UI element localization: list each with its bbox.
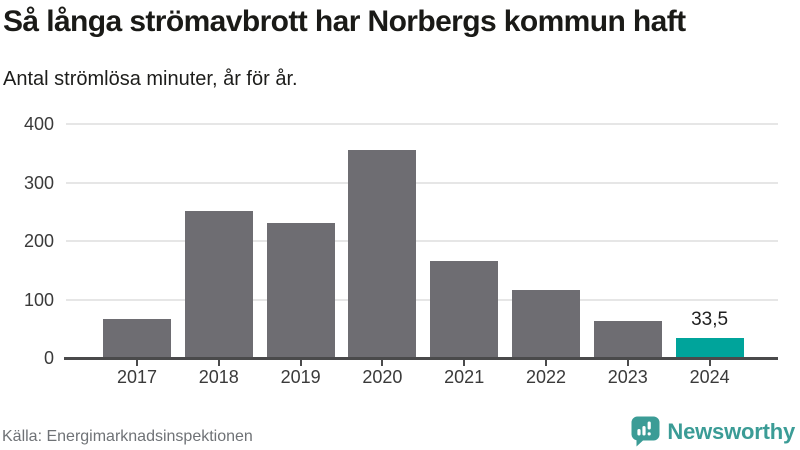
source-note: Källa: Energimarknadsinspektionen: [2, 428, 253, 445]
x-tick-label-2017: 2017: [116, 367, 158, 387]
newsworthy-logo: Newsworthy: [631, 416, 795, 447]
x-tick-label-2019: 2019: [280, 367, 321, 387]
bar-2023: [593, 321, 662, 358]
y-tick-label-0: 0: [43, 348, 54, 368]
x-tick-2021: [463, 360, 466, 366]
x-tick-2019: [299, 360, 302, 366]
gridline-200: [66, 240, 778, 242]
x-tick-2022: [545, 360, 547, 366]
bar-2018: [184, 211, 253, 358]
y-tick-label-400: 400: [23, 114, 54, 134]
x-tick-2023: [626, 360, 629, 366]
value-label-2024: 33,5: [691, 309, 729, 331]
y-tick-label-200: 200: [23, 231, 54, 251]
bar-2017: [103, 319, 171, 358]
chart-subtitle: Antal strömlösa minuter, år för år.: [3, 68, 298, 90]
x-tick-2017: [136, 360, 138, 366]
newsworthy-wordmark: Newsworthy: [667, 418, 795, 444]
gridline-100: [66, 298, 778, 301]
x-tick-label-2021: 2021: [444, 367, 485, 387]
plot-area: 33,5: [66, 123, 778, 358]
y-tick-label-300: 300: [23, 172, 54, 193]
y-tick-label-100: 100: [23, 289, 54, 310]
x-tick-label-2018: 2018: [198, 367, 239, 387]
x-tick-label-2022: 2022: [525, 367, 567, 387]
gridline-300: [66, 181, 778, 184]
x-tick-label-2024: 2024: [689, 367, 730, 387]
x-tick-label-2023: 2023: [607, 367, 648, 387]
x-tick-2020: [381, 360, 384, 366]
chart-title: Så långa strömavbrott har Norbergs kommu…: [3, 5, 686, 38]
bar-2024: [675, 338, 744, 358]
x-tick-2018: [217, 360, 220, 366]
bar-2020: [348, 150, 417, 358]
bar-2019: [266, 223, 335, 358]
bar-2022: [512, 289, 580, 358]
bar-2021: [430, 260, 499, 358]
x-axis-line: [64, 357, 778, 360]
x-tick-label-2020: 2020: [362, 367, 403, 387]
gridline-400: [66, 123, 778, 125]
x-tick-2024: [708, 360, 711, 366]
newsworthy-bubble-chart-icon: [631, 416, 660, 447]
